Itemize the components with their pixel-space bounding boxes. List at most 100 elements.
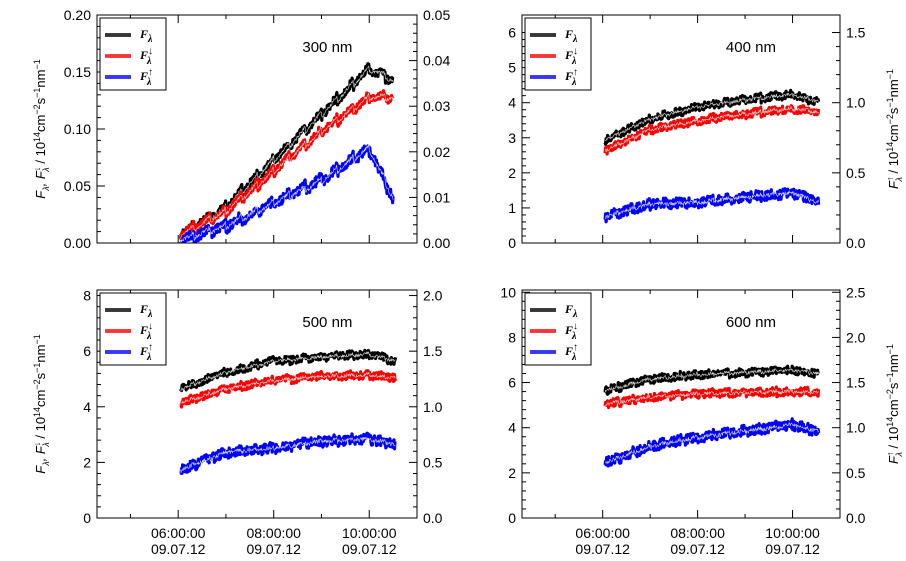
x-tick-date-label: 09.07.12 bbox=[342, 541, 397, 557]
left-tick-label: 5 bbox=[508, 60, 516, 76]
right-tick-label: 2.5 bbox=[846, 284, 866, 300]
data-layer bbox=[179, 348, 398, 475]
left-tick-label: 0.10 bbox=[64, 121, 91, 137]
left-tick-label: 2 bbox=[508, 465, 516, 481]
legend: FλF↓ λF↑ λ bbox=[524, 292, 592, 366]
panel-300nm: 0.00 0.05 0.10 0.15 0.20 0.00 0.01 0.02 0.03 0.04… bbox=[32, 7, 450, 251]
legend-label-2: F↑ λ bbox=[139, 67, 153, 88]
series-total-mean-line bbox=[604, 368, 819, 392]
x-tick-date-label: 09.07.12 bbox=[246, 541, 301, 557]
legend: FλF↓ λF↑ λ bbox=[99, 292, 167, 366]
series-down-line bbox=[179, 89, 395, 240]
x-tick-date-label: 09.07.12 bbox=[575, 541, 630, 557]
left-tick-label: 1 bbox=[508, 200, 516, 216]
right-tick-label: 0.05 bbox=[423, 7, 450, 23]
series-down-mean-line bbox=[604, 388, 819, 407]
legend-box bbox=[524, 292, 592, 366]
series-up-mean-line bbox=[604, 421, 819, 465]
data-layer bbox=[179, 62, 395, 243]
left-tick-label: 2 bbox=[83, 454, 91, 470]
left-axis-label: Fλ, F↓λ / 1014cm−2s−1nm−1 bbox=[32, 334, 51, 474]
left-tick-label: 6 bbox=[508, 375, 516, 391]
wavelength-label: 300 nm bbox=[302, 39, 352, 56]
right-tick-label: 0.01 bbox=[423, 189, 450, 205]
legend-box bbox=[99, 17, 167, 91]
legend-label-1: F↓ λ bbox=[564, 321, 578, 342]
data-layer bbox=[603, 88, 821, 224]
series-total-mean-line bbox=[180, 351, 396, 392]
left-tick-label: 4 bbox=[508, 95, 516, 111]
wavelength-label: 600 nm bbox=[726, 314, 776, 331]
series-up-line bbox=[179, 144, 395, 243]
left-tick-label: 8 bbox=[83, 288, 91, 304]
left-tick-label: 0 bbox=[83, 510, 91, 526]
left-tick-label: 6 bbox=[508, 25, 516, 41]
wavelength-label: 500 nm bbox=[302, 314, 352, 331]
left-tick-label: 6 bbox=[83, 343, 91, 359]
right-tick-label: 1.5 bbox=[846, 375, 866, 391]
left-tick-label: 0.20 bbox=[64, 7, 91, 23]
legend-label-0: Fλ bbox=[139, 302, 153, 320]
right-tick-label: 0.5 bbox=[423, 454, 443, 470]
series-up-line bbox=[179, 431, 397, 475]
legend-label-2: F↑ λ bbox=[564, 67, 578, 88]
right-axis-label: F↑λ / 1014cm−2s−1nm−1 bbox=[885, 344, 904, 464]
left-tick-label: 0 bbox=[508, 510, 516, 526]
x-tick-time-label: 06:00:00 bbox=[575, 525, 630, 541]
wavelength-label: 400 nm bbox=[726, 39, 776, 56]
right-tick-label: 0.0 bbox=[846, 510, 866, 526]
x-tick-time-label: 10:00:00 bbox=[342, 525, 397, 541]
right-tick-label: 0.04 bbox=[423, 53, 450, 69]
legend-label-0: Fλ bbox=[564, 302, 578, 320]
right-tick-label: 0.00 bbox=[423, 235, 450, 251]
series-down-mean-line bbox=[604, 106, 819, 153]
legend: FλF↓ λF↑ λ bbox=[99, 17, 167, 91]
right-tick-label: 1.0 bbox=[846, 420, 866, 436]
left-tick-label: 0 bbox=[508, 235, 516, 251]
legend-label-0: Fλ bbox=[139, 27, 153, 45]
right-tick-label: 0.5 bbox=[846, 165, 866, 181]
left-tick-label: 0.05 bbox=[64, 178, 91, 194]
legend-label-1: F↓ λ bbox=[139, 46, 153, 67]
left-tick-label: 4 bbox=[83, 399, 91, 415]
plot-frame bbox=[521, 14, 841, 244]
x-tick-time-label: 08:00:00 bbox=[246, 525, 301, 541]
series-up-mean-line bbox=[180, 436, 396, 474]
right-axis-label: F↑λ / 1014cm−2s−1nm−1 bbox=[885, 69, 904, 189]
left-axis-label: Fλ, F↓λ / 1014cm−2s−1nm−1 bbox=[32, 59, 51, 199]
left-tick-label: 2 bbox=[508, 165, 516, 181]
legend-box bbox=[524, 17, 592, 91]
series-down-mean-line bbox=[180, 92, 394, 239]
legend-box bbox=[99, 292, 167, 366]
legend-label-2: F↑ λ bbox=[139, 342, 153, 363]
x-tick-date-label: 09.07.12 bbox=[765, 541, 820, 557]
series-down-line bbox=[603, 104, 821, 156]
x-tick-date-label: 09.07.12 bbox=[151, 541, 206, 557]
left-tick-label: 8 bbox=[508, 329, 516, 345]
right-tick-label: 0.0 bbox=[423, 510, 443, 526]
x-tick-time-label: 08:00:00 bbox=[670, 525, 725, 541]
left-tick-label: 3 bbox=[508, 130, 516, 146]
right-tick-label: 1.0 bbox=[423, 399, 443, 415]
right-tick-label: 0.03 bbox=[423, 98, 450, 114]
data-layer bbox=[603, 364, 821, 468]
left-tick-label: 10 bbox=[500, 284, 516, 300]
right-tick-label: 0.02 bbox=[423, 144, 450, 160]
x-tick-date-label: 09.07.12 bbox=[670, 541, 725, 557]
x-tick-time-label: 06:00:00 bbox=[151, 525, 206, 541]
panel-600nm: 02468100.00.51.01.52.02.506:00:0009.07.1… bbox=[500, 284, 904, 557]
series-total-line bbox=[603, 88, 821, 146]
right-tick-label: 1.0 bbox=[846, 95, 866, 111]
series-up-line bbox=[603, 417, 821, 468]
panel-500nm: 024680.00.51.01.52.006:00:0009.07.1208:0… bbox=[32, 288, 443, 557]
legend-label-2: F↑ λ bbox=[564, 342, 578, 363]
series-total-mean-line bbox=[604, 92, 819, 142]
series-up-mean-line bbox=[604, 190, 819, 220]
x-tick-time-label: 10:00:00 bbox=[765, 525, 820, 541]
right-tick-label: 0.0 bbox=[846, 235, 866, 251]
left-tick-label: 0.00 bbox=[64, 235, 91, 251]
legend: FλF↓ λF↑ λ bbox=[524, 17, 592, 91]
right-tick-label: 2.0 bbox=[846, 329, 866, 345]
series-down-mean-line bbox=[180, 371, 396, 405]
